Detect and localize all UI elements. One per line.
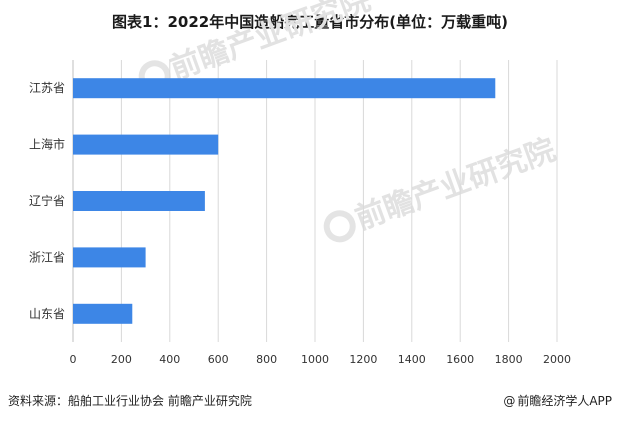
x-tick-label: 1200 xyxy=(349,353,377,366)
category-label: 江苏省 xyxy=(29,81,65,95)
watermark-text: 前瞻产业研究院 xyxy=(166,0,375,87)
category-label: 上海市 xyxy=(29,137,65,152)
category-label: 辽宁省 xyxy=(29,193,65,208)
category-label: 浙江省 xyxy=(29,250,65,264)
watermark-text: 前瞻产业研究院 xyxy=(351,132,560,237)
copyright-icon: @ xyxy=(503,394,516,408)
source-note: 资料来源：船舶工业行业协会 前瞻产业研究院 xyxy=(8,392,252,409)
x-tick-label: 1400 xyxy=(398,353,426,366)
qianzhan-logo-icon xyxy=(323,210,356,243)
bar-1 xyxy=(73,78,496,99)
brand-text: 前瞻经济学人APP xyxy=(517,394,612,408)
x-tick-label: 1000 xyxy=(301,353,329,366)
watermark: 前瞻产业研究院 xyxy=(323,132,560,243)
chart-title: 图表1：2022年中国造船完工量省市分布(单位：万载重吨) xyxy=(112,13,508,31)
category-label: 山东省 xyxy=(29,307,65,321)
x-tick-label: 200 xyxy=(111,353,132,366)
source-label: 资料来源： xyxy=(8,394,69,408)
x-tick-label: 0 xyxy=(70,353,77,366)
bars xyxy=(73,78,496,324)
x-tick-label: 1800 xyxy=(495,353,523,366)
x-tick-label: 600 xyxy=(208,353,229,366)
x-tick-label: 400 xyxy=(159,353,180,366)
brand-credit: @ 前瞻经济学人APP xyxy=(503,392,612,409)
x-tick-labels: 0 200 400 600 800 1000 1200 1400 1600 1800 2000 xyxy=(70,353,572,366)
x-tick-label: 1600 xyxy=(446,353,474,366)
bar-5 xyxy=(73,303,133,324)
x-tick-label: 2000 xyxy=(543,353,571,366)
bar-2 xyxy=(73,134,219,155)
x-tick-label: 800 xyxy=(256,353,277,366)
bar-3 xyxy=(73,191,205,211)
bar-4 xyxy=(73,247,146,268)
source-text: 船舶工业行业协会 前瞻产业研究院 xyxy=(68,394,252,408)
